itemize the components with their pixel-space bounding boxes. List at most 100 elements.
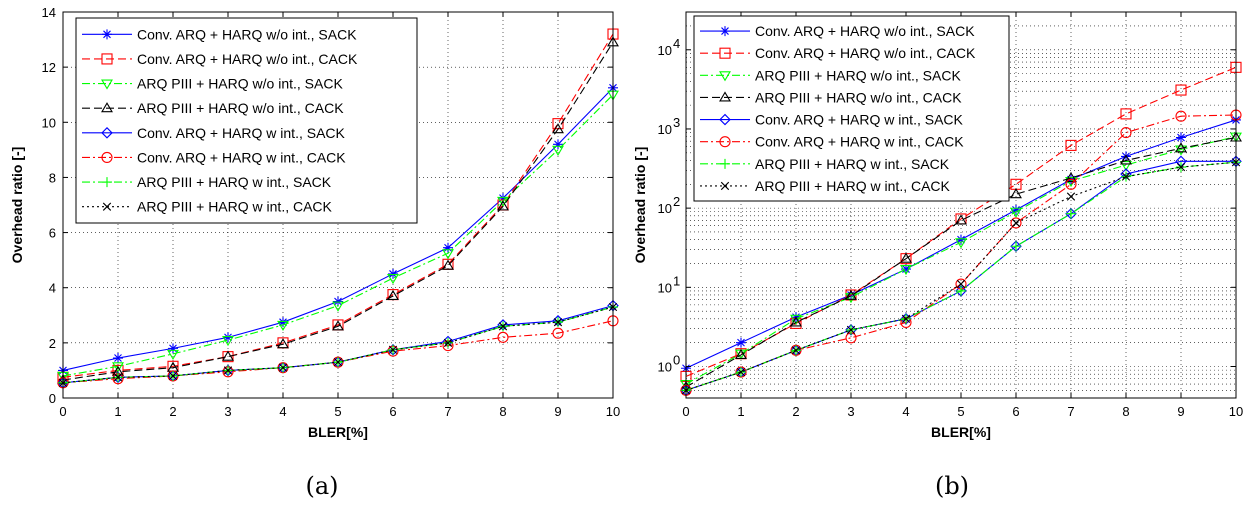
data-point-marker [553,139,563,150]
legend: Conv. ARQ + HARQ w/o int., SACK Conv. ARQ… [75,17,418,224]
y-axis-label: Overhead ratio [-] [9,147,25,264]
legend-marker [102,177,112,188]
data-point-marker [1120,127,1132,139]
legend-marker [720,158,730,169]
y-tick-exponent: 2 [673,194,680,209]
y-tick-label: 10 [658,280,672,295]
data-point-marker [1120,108,1132,120]
x-tick-label: 2 [792,404,799,419]
data-point-marker [1065,171,1077,183]
legend-box [693,15,1010,202]
y-tick-label: 4 [49,281,56,296]
data-point-marker [167,349,179,360]
data-point-marker [1121,172,1131,181]
data-point-marker [1175,145,1187,156]
legend-label: ARQ PIII + HARQ w/o int., CACK [755,89,962,105]
data-point-marker [1065,139,1077,151]
series-line [685,66,1237,377]
y-tick-exponent: 1 [673,273,680,288]
legend-item: ARQ PIII + HARQ w/o int., CACK [700,89,962,105]
legend-marker [101,102,113,113]
data-point-marker [790,316,802,327]
data-point-marker [901,314,911,323]
y-tick-exponent: 0 [673,352,680,367]
data-point-marker [900,252,912,263]
panel-label: (a) [305,472,338,500]
y-tick-label: 10 [658,201,672,216]
x-tick-label: 6 [1012,404,1019,419]
y-tick-label: 10 [42,115,56,130]
data-point-marker [846,325,856,335]
legend-marker [101,127,113,139]
x-axis-label: BLER[%] [931,424,991,440]
legend-marker [101,79,113,90]
data-point-marker [736,337,746,348]
data-point-marker [497,331,509,343]
data-point-marker [901,264,911,275]
data-point-marker [956,279,966,289]
legend-label: ARQ PIII + HARQ w int., CACK [137,199,333,215]
data-point-marker [113,353,123,364]
x-tick-label: 5 [957,404,964,419]
legend-marker [102,202,112,211]
legend-label: Conv. ARQ + HARQ w/o int., SACK [755,23,975,39]
data-point-marker [497,200,509,211]
legend-label: ARQ PIII + HARQ w/o int., SACK [137,76,343,92]
data-point-marker [223,366,233,375]
legend-label: ARQ PIII + HARQ w/o int., SACK [755,67,961,83]
x-tick-label: 7 [444,404,451,419]
data-point-marker [956,234,966,245]
legend-item: Conv. ARQ + HARQ w/o int., CACK [700,45,976,61]
legend-item: Conv. ARQ + HARQ w int., SACK [82,125,346,141]
legend-item: Conv. ARQ + HARQ w/o int., SACK [82,26,357,42]
data-point-marker [900,265,912,276]
legend-label: Conv. ARQ + HARQ w/o int., CACK [137,51,358,67]
y-tick-label: 10 [658,359,672,374]
data-point-marker [277,338,289,349]
legend-label: Conv. ARQ + HARQ w int., CACK [755,134,964,150]
data-point-marker [955,238,967,249]
y-tick-label: 10 [658,43,672,58]
y-tick-label: 0 [49,391,56,406]
legend-marker [719,47,731,59]
y-tick-label: 2 [49,336,56,351]
data-point-marker [1010,217,1022,229]
data-point-marker [552,123,564,134]
series-line [62,33,614,378]
data-point-marker [442,259,454,270]
y-tick-label: 12 [42,60,56,75]
legend-item: Conv. ARQ + HARQ w/o int., SACK [700,23,975,39]
data-point-marker [1176,162,1186,172]
legend-item: Conv. ARQ + HARQ w/o int., CACK [82,51,358,67]
data-point-marker [223,332,233,343]
legend-box [75,17,418,224]
x-tick-label: 2 [169,404,176,419]
legend-marker [720,181,730,191]
legend-item: Conv. ARQ + HARQ w int., SACK [700,112,964,128]
data-point-marker [1011,241,1021,252]
data-point-marker [1010,188,1022,199]
series-line [685,136,1237,385]
data-point-marker [443,338,453,347]
data-point-marker [736,367,746,377]
y-tick-label: 8 [49,170,56,185]
legend-label: Conv. ARQ + HARQ w int., SACK [755,112,964,128]
data-point-marker [222,336,234,347]
data-point-marker [1120,154,1132,165]
x-tick-label: 4 [279,404,286,419]
x-tick-label: 0 [59,404,66,419]
data-point-marker [1175,110,1187,122]
x-tick-label: 10 [606,404,620,419]
data-point-marker [332,301,344,312]
data-point-marker [956,285,966,296]
legend-marker [101,53,113,65]
legend-label: ARQ PIII + HARQ w/o int., CACK [137,100,344,116]
data-point-marker [168,371,178,381]
legend-marker [719,113,731,126]
data-point-marker [332,320,344,331]
data-point-marker [1120,161,1132,172]
legend-item: Conv. ARQ + HARQ w int., CACK [82,149,346,165]
data-point-marker [168,343,178,354]
x-tick-label: 4 [902,404,909,419]
